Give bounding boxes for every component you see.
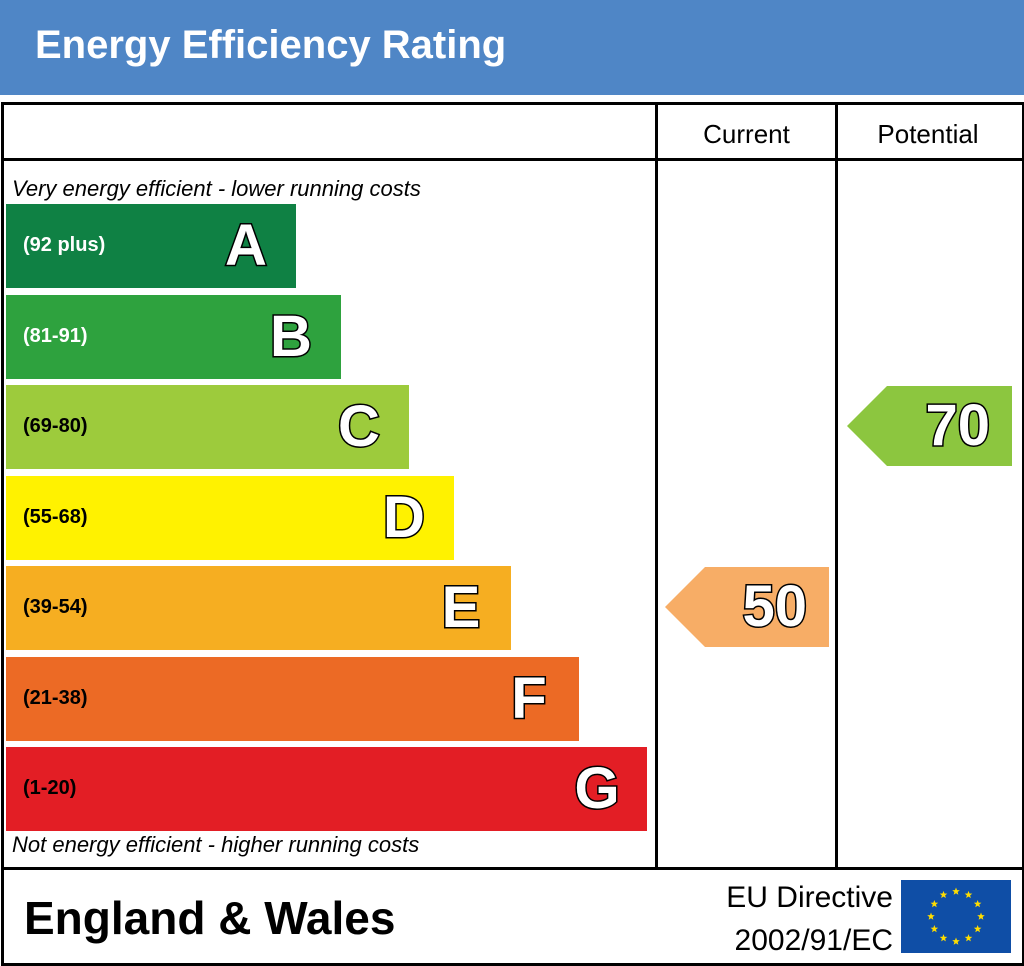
eu-star-icon [977,912,985,920]
eu-star-icon [939,890,948,899]
region-label: England & Wales [24,892,396,944]
footer-row-divider [1,867,1024,870]
eu-star-icon [964,890,973,899]
eu-star-icon [952,937,960,945]
eu-directive-label: EU Directive [726,881,893,914]
band-letter: G [573,755,621,822]
eu-star-icon [973,900,982,908]
band-c: (69-80) C [6,385,409,469]
eu-flag-icon [901,880,1011,953]
band-f: (21-38) F [6,656,579,741]
band-range: (92 plus) [23,234,106,256]
eu-star-icon [939,934,948,942]
band-letter: C [337,393,382,460]
band-b: (81-91) B [6,294,341,379]
header-row-divider [1,158,1024,161]
band-letter: B [269,303,314,370]
potential-rating-arrow: 70 [847,386,1012,466]
band-e: (39-54) E [6,566,511,650]
note-inefficient: Not energy efficient - higher running co… [12,832,420,857]
band-letter: D [382,484,427,551]
eu-directive-number: 2002/91/EC [734,924,893,957]
band-range: (69-80) [23,415,88,437]
band-range: (55-68) [23,505,88,528]
column-divider-current [655,102,658,870]
eu-star-icon [927,912,935,920]
band-range: (1-20) [23,777,77,799]
current-rating-arrow: 50 [665,567,829,647]
eu-star-icon [930,925,939,933]
eu-star-icon [930,900,939,908]
band-range: (39-54) [23,596,88,618]
band-letter: E [440,574,482,641]
page-title: Energy Efficiency Rating [35,23,507,67]
current-rating-value: 50 [741,573,808,640]
band-g: (1-20) G [6,747,647,831]
band-range: (21-38) [23,686,88,709]
header-bar: Energy Efficiency Rating [0,0,1024,95]
band-letter: F [510,665,548,732]
potential-rating-value: 70 [924,392,991,459]
eu-star-icon [973,925,982,933]
column-header-potential: Potential [877,119,979,149]
current-arrow-shape [665,567,829,647]
band-a: (92 plus) A [6,204,296,288]
eu-star-icon [964,934,973,942]
eu-star-icon [952,887,960,895]
potential-arrow-shape [847,386,1012,466]
note-efficient: Very energy efficient - lower running co… [12,176,421,201]
band-letter: A [224,212,269,279]
band-d: (55-68) D [6,475,454,560]
column-header-current: Current [703,119,790,149]
band-range: (81-91) [23,324,88,347]
column-divider-potential [835,102,838,870]
